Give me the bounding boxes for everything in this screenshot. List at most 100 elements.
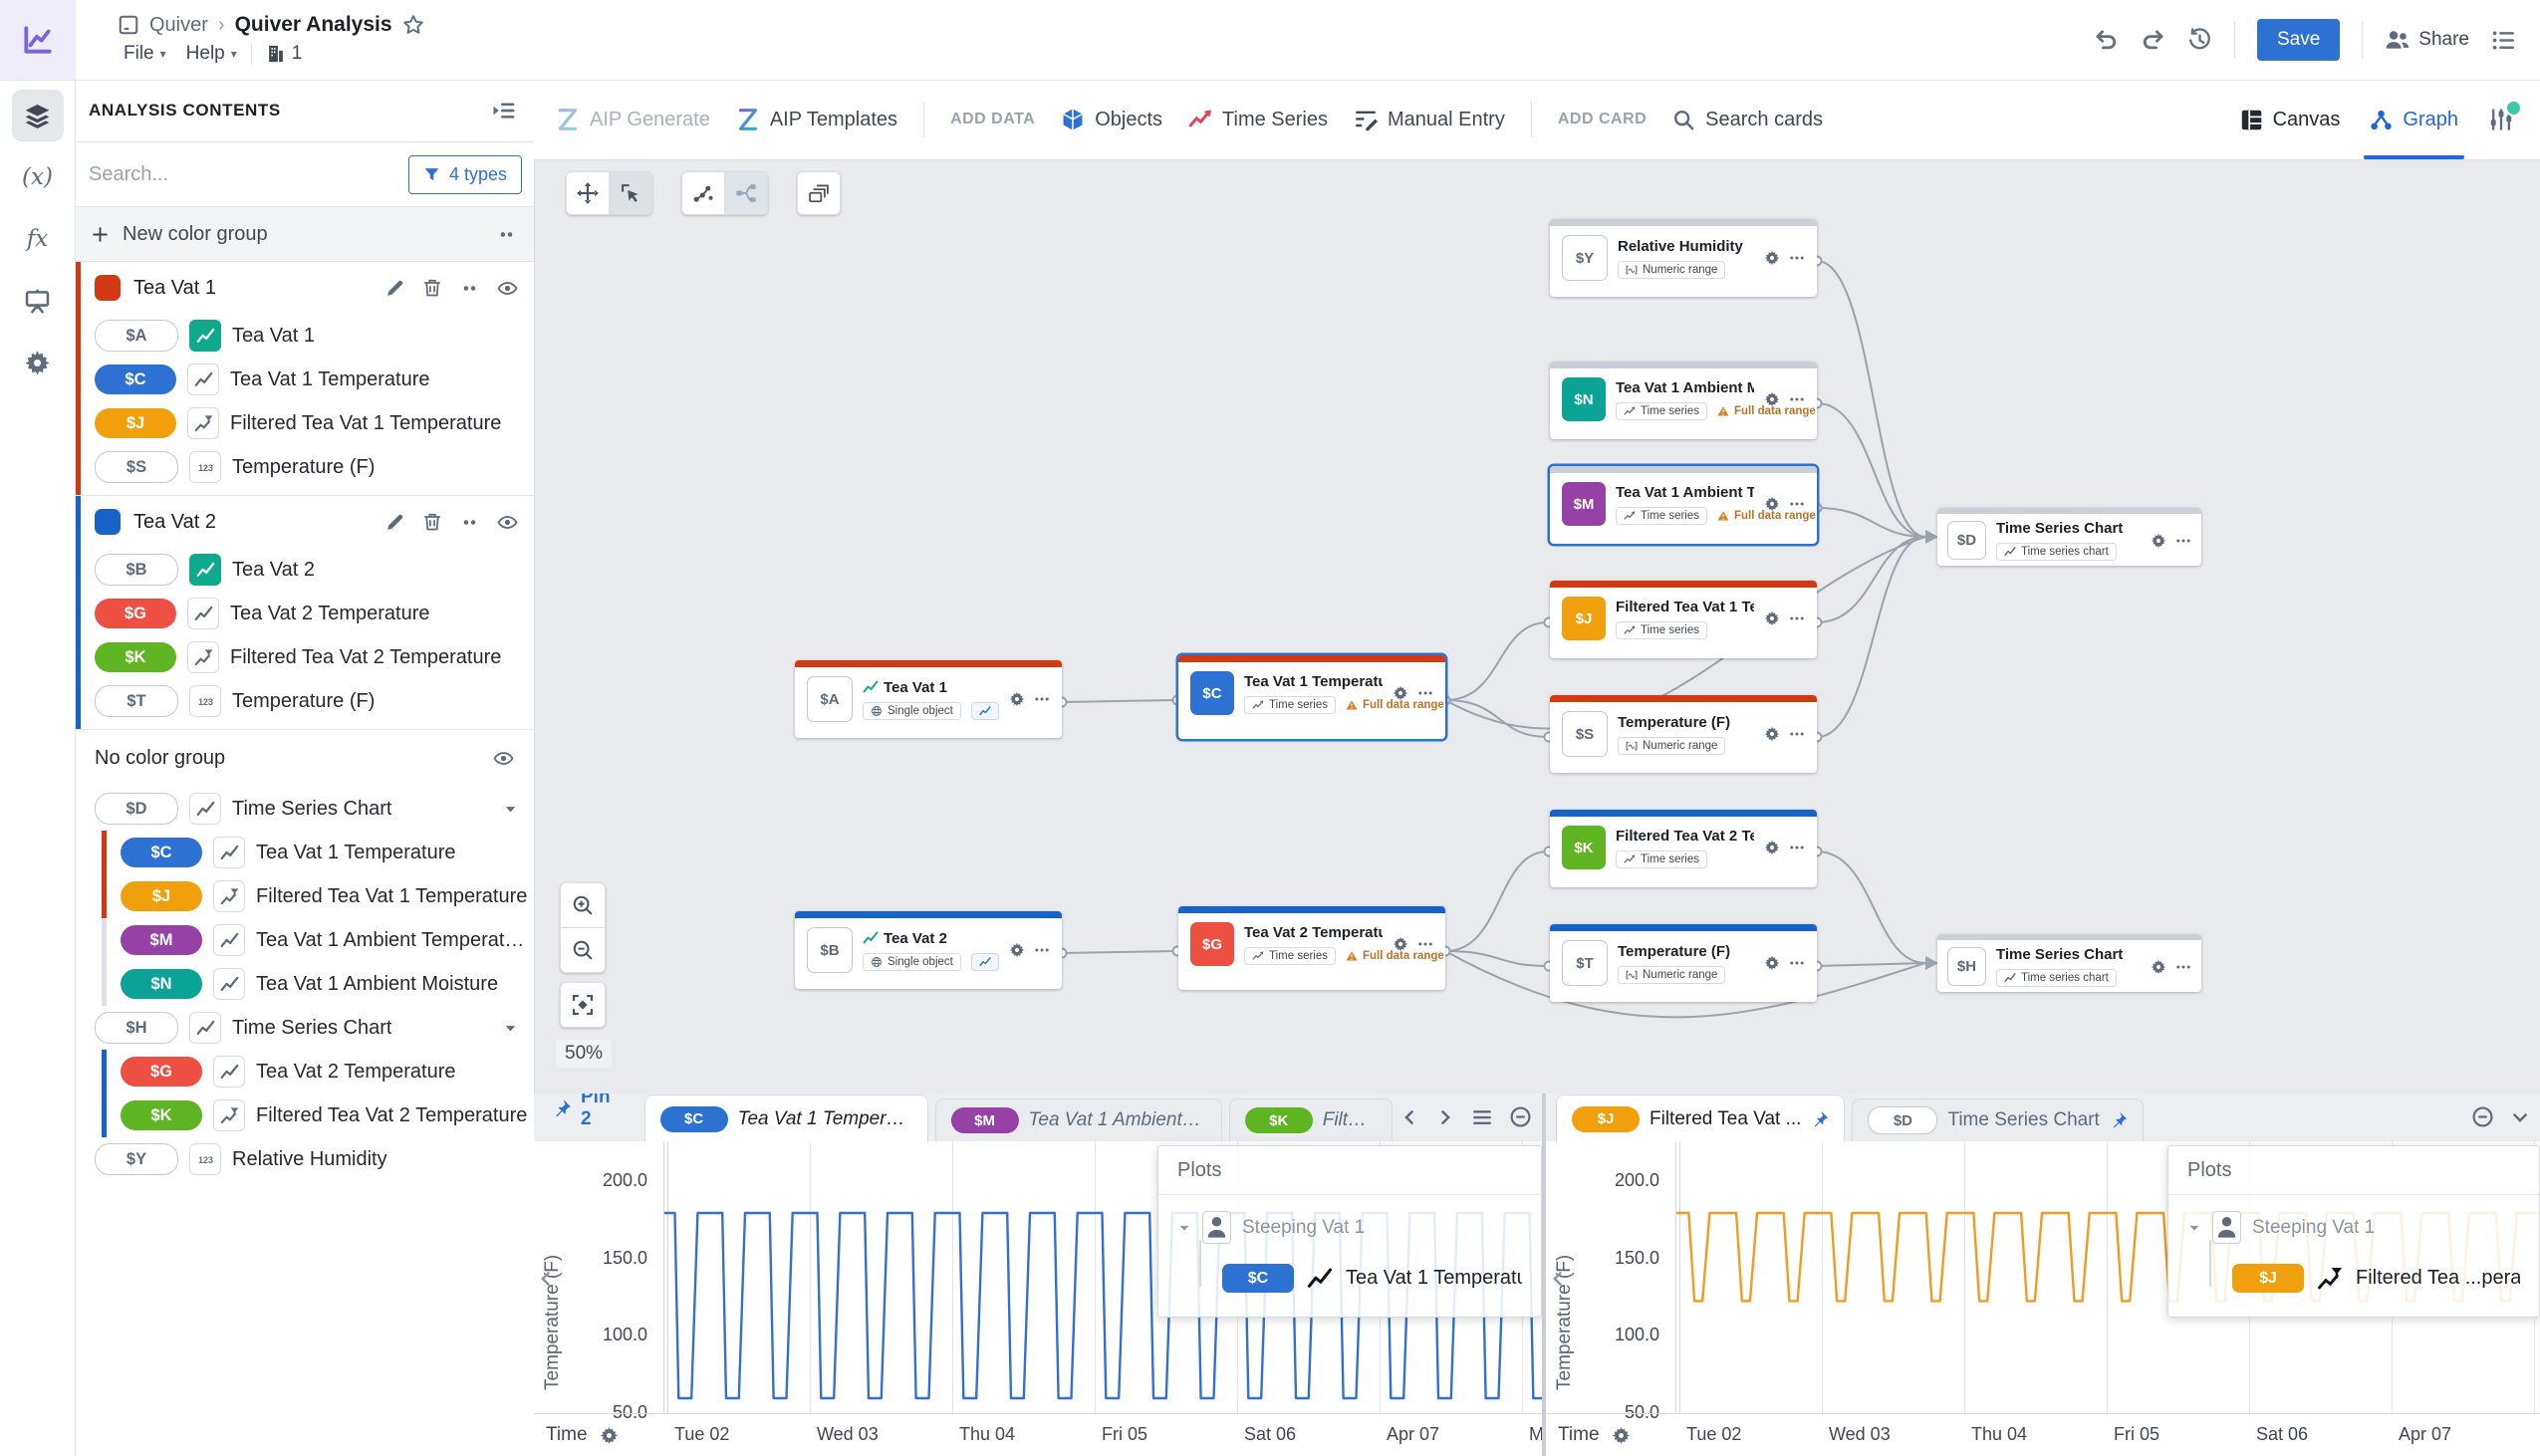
caret-down-icon[interactable] [2187, 1221, 2201, 1235]
node-temperature-f[interactable]: $T Temperature (F) Numeric range [1550, 924, 1817, 1002]
legend-group-steeping-vat-1[interactable]: Steeping Vat 1 [2168, 1195, 2539, 1252]
axis-settings-icon[interactable] [600, 1426, 619, 1445]
display-options-button[interactable] [2488, 100, 2522, 132]
pin-icon[interactable] [1811, 1110, 1829, 1128]
sidebar-item-filtered-tea-vat-2-temperature[interactable]: $K Filtered Tea Vat 2 Temperature [75, 635, 534, 679]
favorite-star-icon[interactable] [402, 14, 424, 36]
zoom-in-button[interactable] [561, 883, 605, 927]
node-settings-icon[interactable] [1764, 610, 1780, 626]
group-header[interactable]: Tea Vat 1 [75, 262, 534, 314]
list-menu-button[interactable] [2491, 28, 2516, 53]
more-options-icon[interactable] [460, 513, 479, 532]
search-input[interactable]: Search... [89, 162, 169, 185]
new-color-group-button[interactable]: New color group [75, 207, 534, 262]
stack-cards-button[interactable] [798, 172, 840, 214]
visibility-icon[interactable] [493, 748, 514, 769]
rail-contents-button[interactable] [11, 90, 64, 141]
sidebar-item-temperature-f[interactable]: $T 123 Temperature (F) [75, 679, 534, 723]
chart-tab-filtered-tea-vat[interactable]: $J Filtered Tea Vat ... [1556, 1094, 1846, 1142]
node-settings-icon[interactable] [1009, 942, 1025, 958]
sidebar-item-tea-vat-2-temperature[interactable]: $G Tea Vat 2 Temperature [75, 592, 534, 635]
scroll-tabs-right-icon[interactable] [1435, 1107, 1455, 1127]
node-tea-vat-1[interactable]: $A Tea Vat 1 Single object [795, 660, 1062, 738]
two-dots-icon[interactable] [497, 225, 516, 244]
collapse-axis-icon[interactable] [536, 1269, 556, 1289]
legend-entry-tea-vat-1-temperature[interactable]: $C Tea Vat 1 Temperature [1158, 1240, 1541, 1317]
tab-list-icon[interactable] [1471, 1106, 1493, 1128]
sidebar-item-filtered-tea-vat-1-temperature[interactable]: $J Filtered Tea Vat 1 Temperature [75, 401, 534, 445]
view-toggle-canvas[interactable]: Canvas [2240, 80, 2340, 159]
collapse-caret-icon[interactable] [503, 1021, 534, 1036]
node-menu-icon[interactable] [1034, 942, 1050, 958]
node-menu-icon[interactable] [1789, 496, 1805, 512]
node-menu-icon[interactable] [2175, 533, 2191, 549]
chevron-down-icon[interactable] [2510, 1107, 2530, 1127]
group-color-swatch[interactable] [95, 275, 121, 301]
node-menu-icon[interactable] [1789, 610, 1805, 626]
node-tea-vat-1-ambient-moisture[interactable]: $N Tea Vat 1 Ambient Moisture Time serie… [1550, 362, 1817, 439]
node-filtered-tea-vat-1-temperature[interactable]: $J Filtered Tea Vat 1 Temperature Time s… [1550, 581, 1817, 658]
sidebar-item-tea-vat-2[interactable]: $B Tea Vat 2 [75, 548, 534, 592]
node-settings-icon[interactable] [1764, 250, 1780, 266]
aip-templates-button[interactable]: AIP Templates [736, 108, 897, 131]
visibility-icon[interactable] [497, 278, 518, 299]
share-button[interactable]: Share [2385, 28, 2469, 53]
sidebar-item-filtered-tea-vat-2-temperature[interactable]: $K Filtered Tea Vat 2 Temperature [75, 1093, 534, 1137]
node-settings-icon[interactable] [1764, 840, 1780, 855]
select-tool-button[interactable] [609, 172, 651, 214]
node-temperature-f[interactable]: $S Temperature (F) Numeric range [1550, 695, 1817, 773]
view-toggle-graph[interactable]: Graph [2364, 80, 2464, 159]
edit-icon[interactable] [385, 513, 404, 532]
node-menu-icon[interactable] [2175, 959, 2191, 975]
sidebar-item-time-series-chart[interactable]: $H Time Series Chart [75, 1006, 534, 1050]
node-relative-humidity[interactable]: $Y Relative Humidity Numeric range [1550, 219, 1817, 297]
save-button[interactable]: Save [2256, 19, 2341, 61]
sidebar-item-time-series-chart[interactable]: $D Time Series Chart [75, 787, 534, 831]
no-color-group-header[interactable]: No color group [75, 730, 534, 787]
quiver-app-logo[interactable] [0, 0, 76, 80]
node-settings-icon[interactable] [1764, 726, 1780, 742]
rail-settings-button[interactable] [12, 337, 64, 388]
time-series-button[interactable]: Time Series [1188, 108, 1328, 131]
node-time-series-chart[interactable]: $H Time Series Chart Time series chart [1937, 934, 2201, 992]
chart-tab-tea-vat-1-ambient-te[interactable]: $M Tea Vat 1 Ambient Te... [934, 1098, 1222, 1141]
search-cards-button[interactable]: Search cards [1672, 109, 1823, 131]
visibility-icon[interactable] [497, 512, 518, 533]
node-menu-icon[interactable] [1789, 250, 1805, 266]
chart-tab-filtered[interactable]: $K Filtered [1228, 1098, 1393, 1141]
axis-settings-icon[interactable] [1612, 1426, 1631, 1445]
legend-group-steeping-vat-1[interactable]: Steeping Vat 1 [1158, 1195, 1541, 1252]
node-tea-vat-1-ambient-temperatu[interactable]: $M Tea Vat 1 Ambient Temperatu... Time s… [1550, 466, 1817, 544]
node-settings-icon[interactable] [1393, 685, 1408, 701]
node-settings-icon[interactable] [1764, 496, 1780, 512]
node-menu-icon[interactable] [1789, 955, 1805, 971]
zoom-out-button[interactable] [561, 927, 605, 972]
more-options-icon[interactable] [460, 279, 479, 298]
breadcrumb-app[interactable]: Quiver [149, 13, 208, 36]
node-menu-icon[interactable] [1789, 840, 1805, 855]
group-header[interactable]: Tea Vat 2 [75, 496, 534, 548]
collapse-axis-icon[interactable] [1548, 1269, 1568, 1289]
collapse-panel-icon[interactable] [1509, 1105, 1532, 1128]
sidebar-item-tea-vat-1[interactable]: $A Tea Vat 1 [75, 314, 534, 358]
rail-presentation-button[interactable] [12, 275, 64, 327]
sidebar-item-tea-vat-2-temperature[interactable]: $G Tea Vat 2 Temperature [75, 1050, 534, 1093]
delete-icon[interactable] [422, 512, 442, 532]
aip-generate-button[interactable]: AIP Generate [556, 108, 710, 131]
chart-tab-time-series-chart[interactable]: $D Time Series Chart [1852, 1098, 2144, 1141]
group-color-swatch[interactable] [95, 509, 121, 535]
history-button[interactable] [2187, 27, 2212, 53]
node-menu-icon[interactable] [1417, 936, 1433, 952]
pane-divider[interactable] [1542, 1093, 1546, 1456]
sidebar-item-tea-vat-1-temperature[interactable]: $C Tea Vat 1 Temperature [75, 358, 534, 401]
node-menu-icon[interactable] [1789, 726, 1805, 742]
edit-icon[interactable] [385, 279, 404, 298]
manual-entry-button[interactable]: Manual Entry [1354, 108, 1505, 131]
delete-icon[interactable] [422, 278, 442, 298]
sidebar-item-relative-humidity[interactable]: $Y 123 Relative Humidity [75, 1137, 534, 1181]
chart-tab-tea-vat-1-temperature[interactable]: $C Tea Vat 1 Temperature [643, 1094, 928, 1142]
scroll-tabs-left-icon[interactable] [1399, 1107, 1419, 1127]
redo-button[interactable] [2141, 28, 2165, 53]
collapse-caret-icon[interactable] [503, 802, 534, 817]
collapse-panel-icon[interactable] [492, 99, 516, 122]
